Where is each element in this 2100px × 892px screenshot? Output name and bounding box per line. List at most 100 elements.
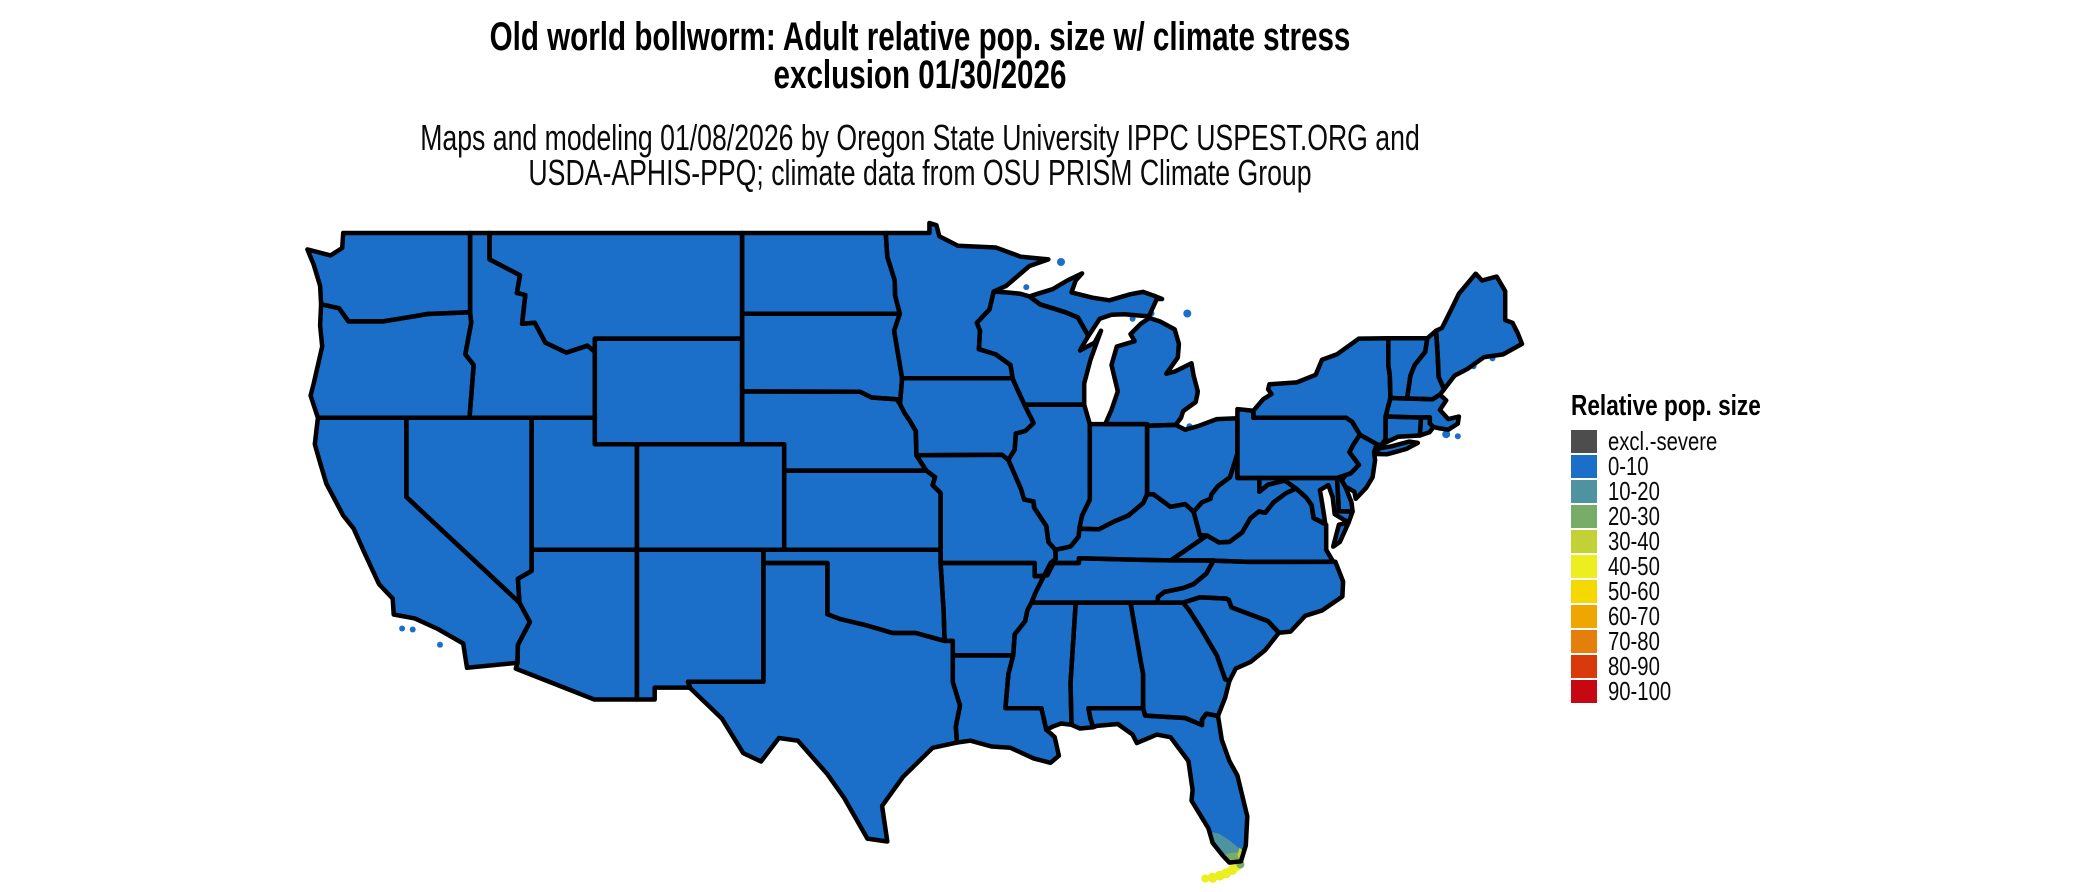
state-border bbox=[1433, 271, 1525, 392]
state-shape bbox=[1130, 602, 1230, 726]
legend-entry-label: 80-90 bbox=[1608, 651, 1660, 681]
raster-overlay-layer bbox=[342, 247, 1496, 883]
state-shape bbox=[742, 391, 927, 471]
legend-entry: 80-90 bbox=[1571, 651, 1814, 681]
legend-title: Relative pop. size bbox=[1571, 390, 1761, 422]
legend-swatch bbox=[1571, 505, 1597, 528]
legend-entry: 60-70 bbox=[1571, 603, 1814, 629]
legend-swatch bbox=[1571, 605, 1597, 628]
legend-entry: 40-50 bbox=[1571, 551, 1814, 581]
legend-entry: 20-30 bbox=[1571, 501, 1814, 531]
legend-swatch bbox=[1571, 680, 1597, 703]
state-shape bbox=[1193, 453, 1297, 543]
legend-swatch bbox=[1571, 580, 1597, 603]
legend-entry: 50-60 bbox=[1571, 576, 1814, 606]
legend-entry-label: excl.-severe bbox=[1608, 426, 1718, 456]
state-shape bbox=[1253, 338, 1391, 446]
legend-entry-label: 30-40 bbox=[1608, 526, 1660, 556]
state-border bbox=[1077, 421, 1150, 532]
figure-subtitle-line1: Maps and modeling 01/08/2026 by Oregon S… bbox=[420, 117, 1420, 158]
legend-entry: 0-10 bbox=[1571, 453, 1814, 479]
legend-entry-label: 70-80 bbox=[1608, 626, 1660, 656]
map-legend: Relative pop. size excl.-severe 0-10 10-20… bbox=[1571, 390, 1814, 705]
coastal-raster-speck bbox=[1183, 309, 1192, 318]
state-shape bbox=[940, 563, 1044, 656]
legend-swatch bbox=[1571, 555, 1597, 578]
legend-swatch bbox=[1571, 430, 1597, 453]
legend-entry-label: 40-50 bbox=[1608, 551, 1660, 581]
state-shape bbox=[1170, 488, 1334, 562]
state-shape bbox=[1008, 404, 1090, 550]
legend-entry-label: 20-30 bbox=[1608, 501, 1660, 531]
florida-keys-dot bbox=[1207, 872, 1218, 883]
legend-swatch bbox=[1571, 530, 1597, 553]
state-shape bbox=[1079, 424, 1148, 530]
state-shape bbox=[688, 563, 960, 842]
state-shape bbox=[1374, 441, 1418, 455]
legend-swatch bbox=[1571, 480, 1597, 503]
state-shape bbox=[885, 223, 1049, 379]
figure-subtitle: Maps and modeling 01/08/2026 by Oregon S… bbox=[402, 117, 1438, 193]
state-shape bbox=[784, 470, 941, 550]
state-shape bbox=[636, 444, 785, 550]
state-shape bbox=[742, 233, 900, 314]
state-shape bbox=[515, 549, 637, 700]
state-shape bbox=[594, 338, 743, 445]
figure-title: Old world bollworm: Adult relative pop. … bbox=[402, 17, 1438, 97]
legend-entry-label: 90-100 bbox=[1608, 676, 1672, 706]
state-border bbox=[1257, 475, 1355, 526]
legend-entry: 30-40 bbox=[1571, 526, 1814, 556]
figure-subtitle-line2: USDA-APHIS-PPQ; climate data from OSU PR… bbox=[528, 152, 1312, 193]
legend-entry: 90-100 bbox=[1571, 676, 1814, 706]
legend-entry-label: 50-60 bbox=[1608, 576, 1660, 606]
state-shape bbox=[314, 417, 530, 668]
legend-entry: 10-20 bbox=[1571, 476, 1814, 506]
legend-entries: excl.-severe 0-10 10-20 20-30 30-40 40-50 50-6… bbox=[1571, 426, 1814, 706]
state-shape bbox=[1436, 273, 1522, 390]
state-shape bbox=[636, 549, 764, 700]
state-shape bbox=[1237, 409, 1360, 478]
state-shape bbox=[310, 304, 474, 418]
state-shape bbox=[531, 417, 637, 550]
legend-swatch bbox=[1571, 655, 1597, 678]
state-shape bbox=[1031, 558, 1214, 603]
legend-swatch bbox=[1571, 630, 1597, 653]
state-shape bbox=[763, 549, 945, 641]
state-shape bbox=[1385, 394, 1459, 430]
state-shape bbox=[916, 454, 1056, 577]
florida-keys-dot bbox=[1201, 874, 1210, 883]
state-shape bbox=[489, 233, 743, 353]
state-shape bbox=[742, 313, 903, 405]
coastal-raster-speck bbox=[1454, 433, 1461, 440]
state-borders-layer bbox=[305, 220, 1525, 865]
state-border bbox=[1155, 558, 1346, 635]
legend-entry: excl.-severe bbox=[1571, 426, 1814, 456]
state-shape bbox=[1029, 273, 1163, 336]
state-shape bbox=[406, 417, 532, 603]
coastal-raster-speck bbox=[399, 625, 406, 632]
state-shape bbox=[1050, 494, 1207, 563]
florida-popsize-overlay bbox=[1237, 847, 1244, 859]
state-border bbox=[1102, 315, 1201, 428]
state-shape bbox=[1388, 338, 1428, 399]
legend-swatch bbox=[1571, 455, 1597, 478]
state-border bbox=[1371, 439, 1421, 457]
coastal-raster-speck bbox=[1023, 284, 1030, 291]
state-shape bbox=[976, 291, 1101, 405]
state-border bbox=[1339, 432, 1380, 502]
state-shape bbox=[1337, 475, 1353, 512]
coastal-raster-speck bbox=[1057, 258, 1065, 266]
state-shape bbox=[1005, 602, 1076, 730]
state-shape bbox=[900, 378, 1034, 460]
state-shape bbox=[1070, 602, 1144, 729]
legend-entry: 70-80 bbox=[1571, 626, 1814, 656]
legend-entry-label: 10-20 bbox=[1608, 476, 1660, 506]
state-border bbox=[1027, 271, 1165, 339]
coastal-raster-speck bbox=[409, 626, 416, 633]
figure-title-line2: exclusion 01/30/2026 bbox=[773, 53, 1067, 97]
state-shape bbox=[1407, 330, 1445, 400]
state-border bbox=[1330, 520, 1351, 549]
coastal-raster-speck bbox=[346, 253, 353, 260]
